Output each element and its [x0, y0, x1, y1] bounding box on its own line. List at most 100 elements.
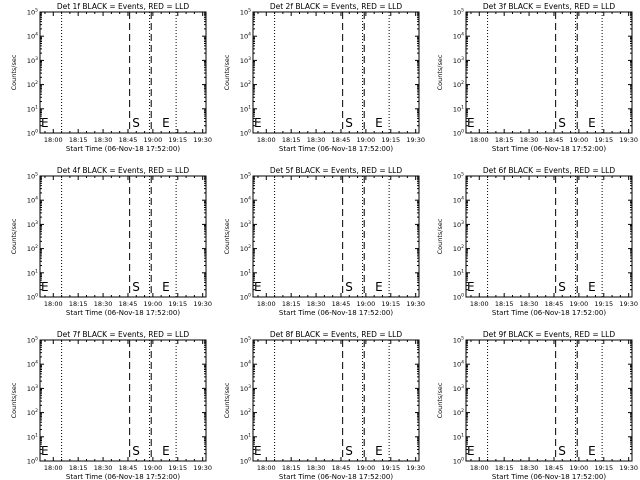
y-axis-label: Counts/sec [10, 382, 18, 418]
x-tick-label: 19:15 [168, 136, 187, 144]
x-tick-label: 18:45 [332, 136, 351, 144]
event-marker-label: E [588, 444, 596, 458]
y-tick-label: 103 [27, 56, 38, 65]
y-axis-label: Counts/sec [436, 54, 444, 90]
x-axis-label: Start Time (06-Nov-18 17:52:00) [279, 145, 393, 153]
event-marker-label: S [132, 280, 140, 294]
x-tick-label: 18:15 [495, 300, 514, 308]
event-marker-label: E [588, 280, 596, 294]
x-tick-label: 18:00 [470, 136, 489, 144]
chart-title: Det 2f BLACK = Events, RED = LLD [270, 2, 403, 11]
x-tick-label: 18:00 [470, 464, 489, 472]
chart-panel: Det 9f BLACK = Events, RED = LLD 18:00 18:… [436, 330, 638, 480]
x-tick-label: 18:15 [282, 136, 301, 144]
y-tick-label: 100 [240, 293, 251, 302]
x-tick-label: 19:15 [594, 464, 613, 472]
y-axis-label: Counts/sec [436, 218, 444, 254]
y-tick-label: 105 [453, 336, 464, 345]
event-marker-label: E [162, 116, 170, 130]
y-tick-label: 101 [240, 432, 251, 441]
chart-panel: Det 1f BLACK = Events, RED = LLD 18:00 18:… [10, 2, 212, 153]
event-marker-label: E [375, 444, 383, 458]
x-tick-label: 18:15 [69, 136, 88, 144]
event-marker-label: S [558, 444, 566, 458]
y-tick-label: 100 [240, 129, 251, 138]
y-tick-label: 102 [453, 408, 464, 417]
y-tick-label: 100 [27, 293, 38, 302]
x-tick-label: 18:15 [282, 464, 301, 472]
y-tick-label: 105 [27, 336, 38, 345]
chart-panel: Det 6f BLACK = Events, RED = LLD 18:00 18:… [436, 166, 638, 317]
y-tick-label: 104 [27, 32, 38, 41]
y-tick-label: 103 [453, 220, 464, 229]
x-tick-label: 19:00 [144, 464, 163, 472]
x-tick-label: 18:30 [307, 464, 326, 472]
x-tick-label: 19:15 [381, 300, 400, 308]
y-tick-label: 105 [27, 8, 38, 17]
y-tick-label: 101 [27, 432, 38, 441]
chart-title: Det 4f BLACK = Events, RED = LLD [57, 166, 190, 175]
y-tick-label: 104 [240, 32, 251, 41]
y-tick-label: 101 [240, 268, 251, 277]
event-marker-label: E [254, 280, 262, 294]
x-tick-label: 18:30 [520, 136, 539, 144]
y-axis-label: Counts/sec [10, 54, 18, 90]
x-tick-label: 19:15 [381, 464, 400, 472]
y-tick-label: 104 [453, 196, 464, 205]
event-marker-label: E [375, 116, 383, 130]
event-marker-label: S [345, 444, 353, 458]
x-tick-label: 19:00 [144, 136, 163, 144]
y-tick-label: 100 [27, 457, 38, 466]
x-tick-label: 19:00 [570, 300, 589, 308]
event-marker-label: S [345, 280, 353, 294]
y-axis-label: Counts/sec [10, 218, 18, 254]
x-tick-label: 19:30 [193, 300, 212, 308]
x-axis-label: Start Time (06-Nov-18 17:52:00) [279, 473, 393, 480]
plot-frame [465, 11, 633, 134]
x-tick-label: 19:00 [357, 136, 376, 144]
event-marker-label: E [162, 444, 170, 458]
chart-panel: Det 8f BLACK = Events, RED = LLD 18:00 18:… [223, 330, 425, 480]
x-tick-label: 18:45 [119, 464, 138, 472]
event-marker-label: E [254, 444, 262, 458]
event-marker-label: E [41, 116, 49, 130]
y-tick-label: 105 [453, 8, 464, 17]
y-tick-label: 101 [27, 104, 38, 113]
y-tick-label: 102 [453, 80, 464, 89]
y-tick-label: 100 [453, 457, 464, 466]
y-tick-label: 100 [27, 129, 38, 138]
x-tick-label: 19:30 [619, 464, 638, 472]
y-tick-label: 103 [240, 220, 251, 229]
plot-frame [39, 339, 207, 462]
y-axis-label: Counts/sec [223, 54, 231, 90]
y-tick-label: 105 [27, 172, 38, 181]
chart-panel: Det 2f BLACK = Events, RED = LLD 18:00 18:… [223, 2, 425, 153]
x-tick-label: 19:30 [193, 136, 212, 144]
chart-title: Det 9f BLACK = Events, RED = LLD [483, 330, 616, 339]
y-tick-label: 100 [453, 293, 464, 302]
x-tick-label: 19:30 [619, 136, 638, 144]
chart-title: Det 8f BLACK = Events, RED = LLD [270, 330, 403, 339]
y-tick-label: 104 [240, 196, 251, 205]
chart-title: Det 1f BLACK = Events, RED = LLD [57, 2, 190, 11]
y-tick-label: 105 [240, 172, 251, 181]
event-marker-label: E [467, 280, 475, 294]
event-marker-label: S [558, 116, 566, 130]
x-axis-label: Start Time (06-Nov-18 17:52:00) [492, 309, 606, 317]
event-marker-label: S [132, 444, 140, 458]
x-tick-label: 19:00 [144, 300, 163, 308]
y-axis-label: Counts/sec [436, 382, 444, 418]
event-marker-label: E [41, 280, 49, 294]
y-tick-label: 104 [240, 360, 251, 369]
x-tick-label: 19:00 [570, 136, 589, 144]
x-tick-label: 19:00 [570, 464, 589, 472]
y-tick-label: 104 [453, 360, 464, 369]
x-tick-label: 18:30 [94, 464, 113, 472]
y-tick-label: 104 [27, 360, 38, 369]
y-tick-label: 102 [240, 244, 251, 253]
x-tick-label: 18:00 [257, 464, 276, 472]
x-tick-label: 19:15 [594, 300, 613, 308]
chart-panel: Det 4f BLACK = Events, RED = LLD 18:00 18:… [10, 166, 212, 317]
x-axis-label: Start Time (06-Nov-18 17:52:00) [66, 473, 180, 480]
